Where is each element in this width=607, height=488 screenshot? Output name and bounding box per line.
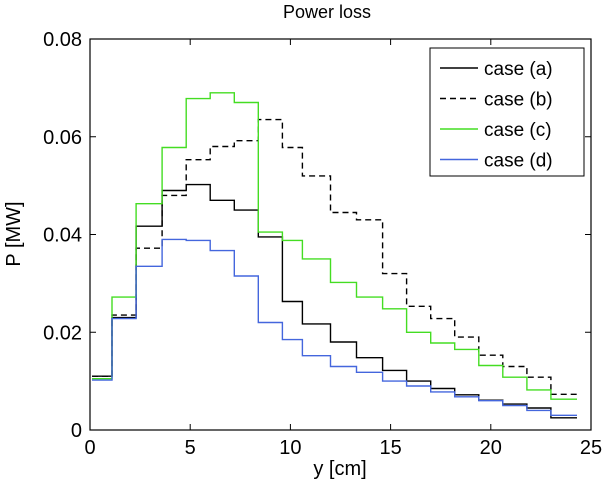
y-axis-label: P [MW] [3,201,25,266]
chart-title: Power loss [283,2,371,22]
series-layer [92,92,577,419]
legend-label: case (b) [484,90,553,111]
y-tick-label: 0.06 [43,127,82,149]
legend: case (a) case (b) case (c) case (d) [429,47,585,177]
series-line-case-b [92,118,577,395]
y-tick-label: 0 [71,420,82,442]
x-tick-label: 0 [84,437,95,459]
y-tick-label: 0.08 [43,29,82,51]
legend-label: case (d) [484,151,553,172]
x-axis-label: y [cm] [313,458,366,480]
x-tick-label: 5 [185,437,196,459]
x-tick-label: 25 [580,437,602,459]
y-tick-label: 0.02 [43,322,82,344]
legend-label: case (c) [484,120,552,141]
x-tick-label: 20 [480,437,502,459]
x-tick-label: 15 [379,437,401,459]
legend-box [429,47,585,177]
legend-label: case (a) [484,59,553,80]
x-tick-label: 10 [279,437,301,459]
axis-ticks: 0 5 10 15 20 25 0 0.02 0.04 0.06 0.08 [43,29,602,459]
series-line-case-d [92,238,577,416]
series-line-case-c [92,92,577,400]
y-tick-label: 0.04 [43,225,82,247]
